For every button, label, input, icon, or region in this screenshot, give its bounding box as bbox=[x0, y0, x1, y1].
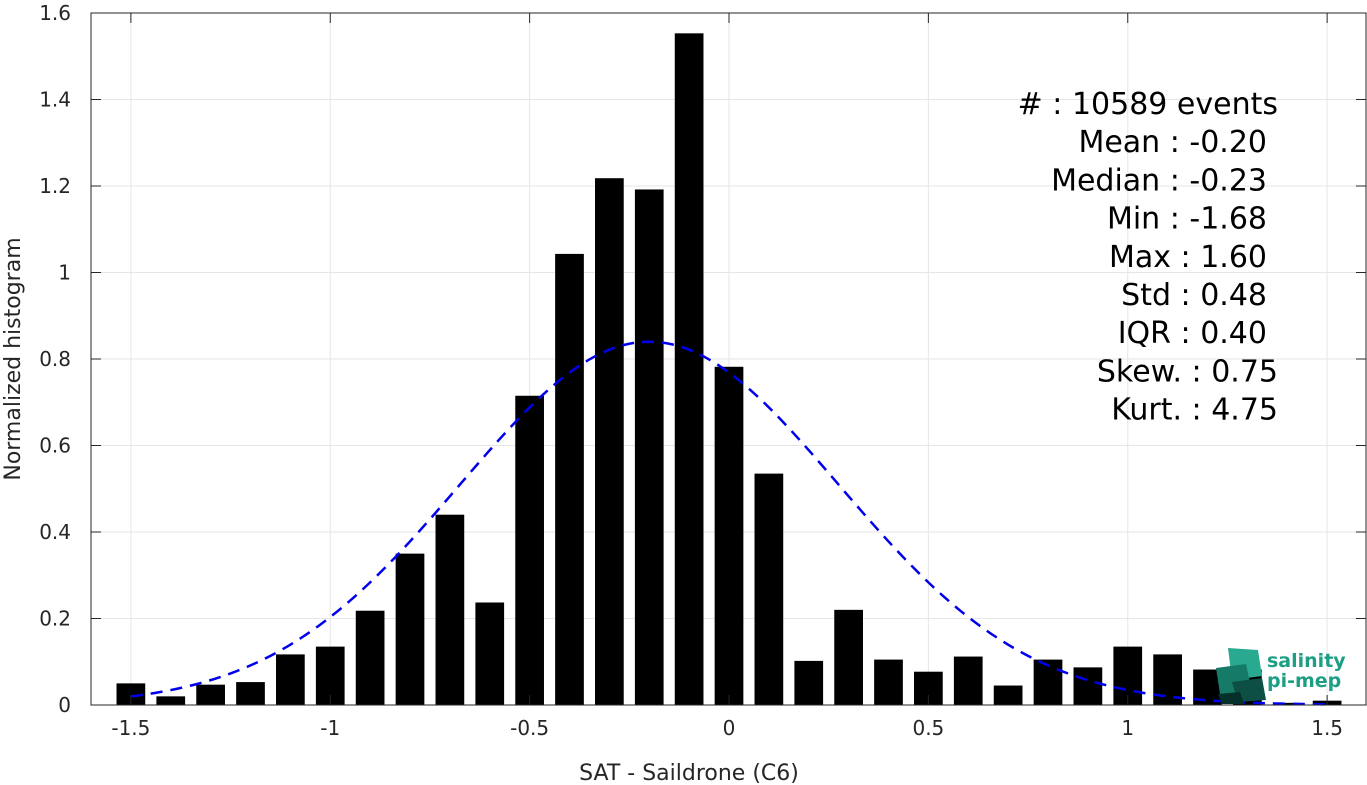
y-tick-label: 1.4 bbox=[39, 88, 71, 112]
x-tick-label: -0.5 bbox=[510, 716, 549, 740]
histogram-bar bbox=[515, 395, 544, 705]
stats-line: Median : -0.23 bbox=[1051, 163, 1267, 198]
histogram-bar bbox=[993, 685, 1023, 705]
y-tick-label: 1.2 bbox=[39, 174, 71, 198]
stats-line: Kurt. : 4.75 bbox=[1111, 393, 1278, 428]
logo-mark-icon bbox=[1216, 648, 1266, 704]
histogram-bar bbox=[874, 659, 903, 705]
histogram-bar bbox=[435, 514, 465, 705]
x-tick-label: -1.5 bbox=[111, 716, 150, 740]
histogram-bar bbox=[674, 33, 704, 705]
x-tick-label: 1 bbox=[1121, 716, 1134, 740]
grid-lines bbox=[91, 12, 1367, 706]
histogram-bar bbox=[156, 696, 186, 705]
y-tick-label: 0 bbox=[58, 693, 71, 717]
histogram-bar bbox=[794, 660, 824, 705]
stats-line: # : 10589 events bbox=[1018, 87, 1278, 122]
y-axis-title: Normalized histogram bbox=[1, 237, 26, 480]
stats-line: Std : 0.48 bbox=[1121, 278, 1267, 313]
x-tick-label: 0.5 bbox=[912, 716, 944, 740]
y-tick-label: 0.4 bbox=[39, 520, 71, 544]
x-tick-label: 0 bbox=[723, 716, 736, 740]
y-axis-tick-labels: 0 0.2 0.4 0.6 0.8 1 1.2 1.4 1.6 bbox=[39, 1, 71, 717]
logo-text-pi-mep: pi-mep bbox=[1267, 670, 1341, 692]
x-tick-label: 1.5 bbox=[1311, 716, 1343, 740]
logo-text-salinity: salinity bbox=[1267, 650, 1346, 672]
histogram-bar bbox=[355, 610, 385, 705]
y-tick-label: 1.6 bbox=[39, 1, 71, 25]
y-tick-label: 0.2 bbox=[39, 607, 71, 631]
histogram-bar bbox=[754, 473, 784, 705]
histogram-bar bbox=[834, 609, 863, 705]
histogram-bar bbox=[714, 366, 744, 705]
histogram-bar bbox=[1073, 667, 1103, 705]
histogram-bar bbox=[276, 654, 305, 705]
stats-line: Max : 1.60 bbox=[1109, 240, 1267, 275]
histogram-bar bbox=[595, 178, 624, 706]
histogram-bar bbox=[953, 656, 983, 705]
stats-line: Skew. : 0.75 bbox=[1097, 354, 1278, 389]
y-tick-label: 1 bbox=[58, 261, 71, 285]
histogram-bar bbox=[395, 553, 425, 705]
stats-line: IQR : 0.40 bbox=[1118, 316, 1267, 351]
histogram-bar bbox=[196, 684, 225, 705]
histogram-bar bbox=[1033, 659, 1063, 705]
histogram-bar bbox=[555, 253, 584, 705]
histogram-bar bbox=[116, 683, 146, 705]
y-tick-label: 0.6 bbox=[39, 434, 71, 458]
histogram-bar bbox=[236, 682, 265, 705]
y-tick-label: 0.8 bbox=[39, 347, 71, 371]
salinity-pimep-logo: salinity pi-mep bbox=[1216, 648, 1346, 704]
axis-ticks bbox=[91, 12, 1366, 706]
x-axis-tick-labels: -1.5 -1 -0.5 0 0.5 1 1.5 bbox=[111, 716, 1343, 740]
histogram-bar bbox=[634, 189, 664, 705]
x-tick-label: -1 bbox=[320, 716, 340, 740]
stats-line: Mean : -0.20 bbox=[1078, 125, 1267, 160]
x-axis-title: SAT - Saildrone (C6) bbox=[579, 761, 799, 785]
histogram-bars bbox=[116, 33, 1342, 706]
histogram-bar bbox=[475, 602, 505, 705]
histogram-bar bbox=[1272, 702, 1302, 705]
stats-line: Min : -1.68 bbox=[1107, 202, 1267, 237]
